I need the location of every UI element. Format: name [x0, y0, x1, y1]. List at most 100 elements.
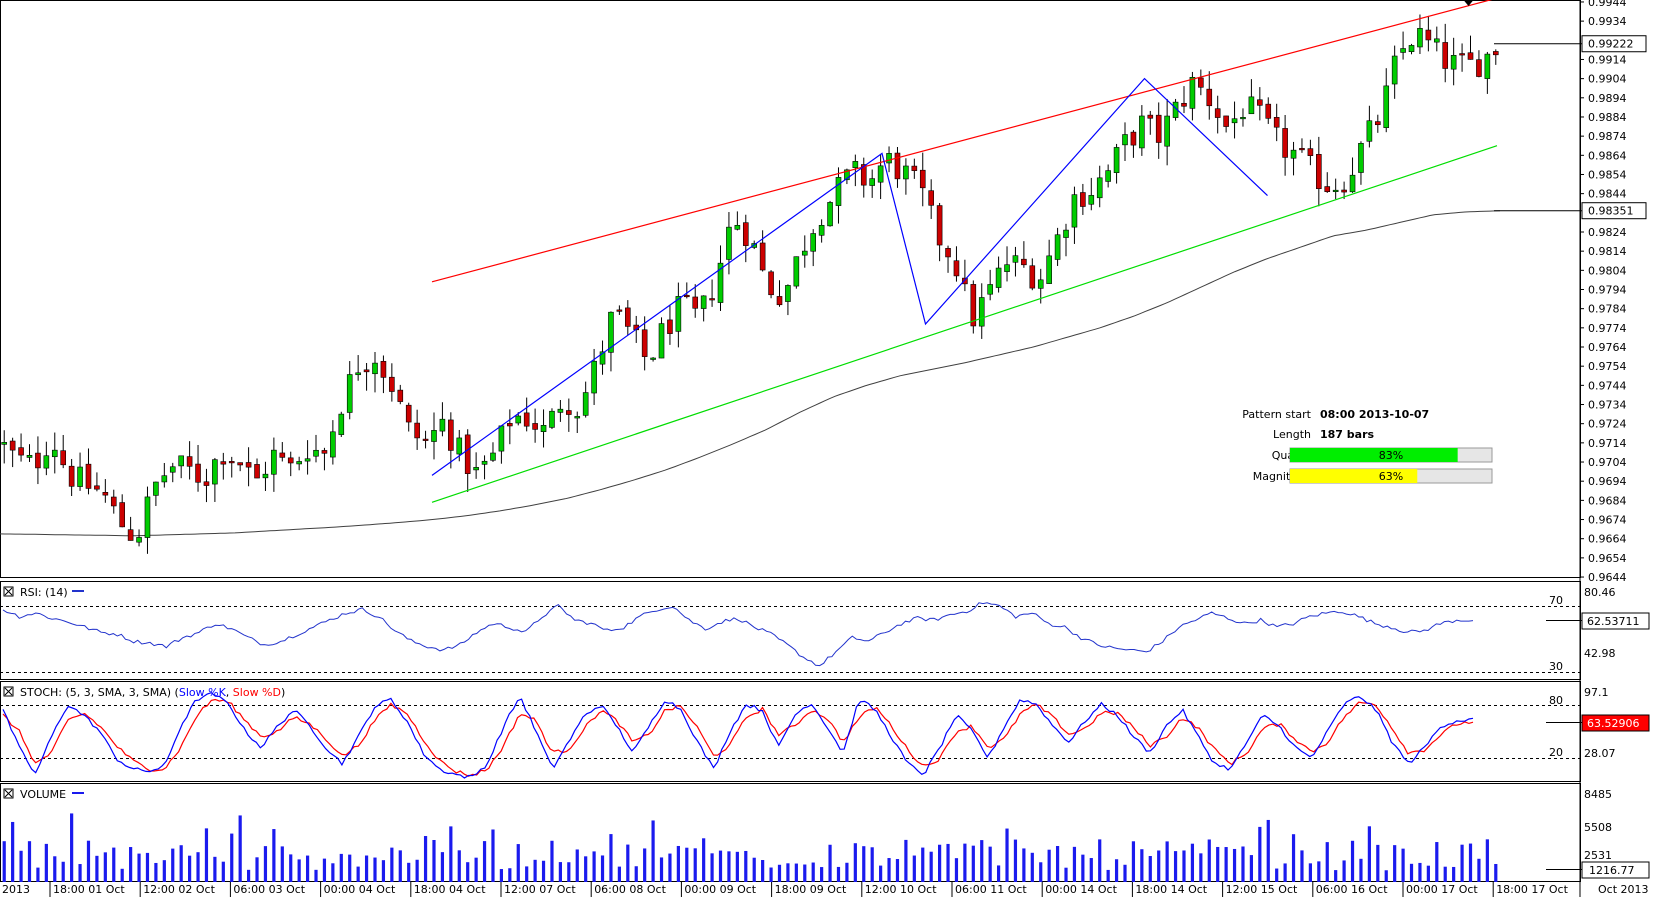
volume-bar: [600, 855, 605, 882]
candle-down: [228, 461, 235, 464]
volume-bar: [1148, 856, 1152, 882]
candle-up: [43, 455, 50, 469]
candle-up: [700, 295, 707, 309]
price-tick-label: 0.9654: [1588, 552, 1627, 565]
candle-down: [363, 369, 370, 373]
price-tick-label: 0.9724: [1588, 418, 1627, 431]
candle-up: [1332, 189, 1339, 192]
candle-down: [237, 462, 243, 466]
volume-bar: [761, 860, 765, 882]
candle-down: [523, 412, 530, 427]
volume-bars: [2, 813, 1498, 882]
candle-up: [144, 496, 151, 538]
volume-bar: [1426, 865, 1430, 882]
time-tick-label: 2013: [2, 883, 30, 896]
price-tick-label: 0.9934: [1588, 15, 1627, 28]
time-tick-label: 06:00 08 Oct: [594, 883, 666, 896]
stoch-d-label: Slow %D: [233, 686, 281, 699]
candle-down: [928, 190, 934, 206]
candle-up: [877, 165, 884, 183]
volume-bar: [263, 846, 268, 882]
rsi-tick-low: 42.98: [1584, 647, 1616, 660]
candle-down: [1181, 102, 1187, 107]
price-tick-label: 0.9764: [1588, 341, 1627, 354]
volume-bar: [794, 863, 798, 882]
candle-down: [119, 502, 125, 528]
candle-up: [439, 418, 446, 432]
rsi-title: RSI: (14): [20, 586, 68, 599]
price-tick-label: 0.9794: [1588, 284, 1627, 297]
ma-price-value: 0.98351: [1588, 205, 1634, 218]
volume-bar: [440, 852, 445, 882]
candle-up: [726, 226, 732, 260]
volume-bar: [1207, 839, 1211, 882]
volume-bar: [188, 855, 192, 882]
candle-down: [742, 222, 749, 246]
candle-up: [77, 466, 83, 487]
candle-up: [330, 431, 336, 458]
rsi-tick-high: 80.46: [1584, 586, 1616, 599]
volume-bar: [1477, 858, 1481, 882]
candle-down: [1492, 51, 1499, 56]
candle-up: [161, 475, 168, 483]
candle-down: [464, 434, 471, 474]
time-tick-label: 18:00 04 Oct: [414, 883, 486, 896]
volume-bar: [331, 863, 335, 882]
volume-bar: [592, 851, 596, 882]
candle-up: [658, 323, 665, 359]
length-label: Length: [1273, 428, 1311, 441]
volume-bar: [364, 855, 369, 882]
volume-bar: [971, 845, 975, 882]
candle-up: [515, 415, 522, 424]
candle-down: [321, 450, 328, 454]
volume-bar: [1266, 819, 1270, 882]
volume-bar: [1123, 864, 1127, 882]
rsi-close-icon[interactable]: [4, 587, 13, 596]
stoch-tick-low: 28.07: [1584, 747, 1616, 760]
candle-down: [970, 284, 977, 327]
volume-bar: [1072, 846, 1077, 882]
price-axis: 0.9944 0.9934 0.9914 0.9904 0.9894 0.9884 0.98…: [1580, 0, 1627, 584]
volume-bar: [727, 851, 731, 882]
candle-up: [785, 285, 791, 302]
stoch-close-icon[interactable]: [4, 687, 13, 696]
volume-bar: [1460, 844, 1464, 882]
candle-up: [1417, 28, 1423, 48]
volume-tick-low: 2531: [1584, 849, 1612, 862]
volume-bar: [11, 821, 15, 882]
volume-bar: [1039, 862, 1043, 882]
volume-tick-high: 8485: [1584, 788, 1612, 801]
time-tick-label: 06:00 03 Oct: [233, 883, 305, 896]
volume-title: VOLUME: [20, 788, 66, 801]
volume-bar: [651, 820, 655, 882]
candle-down: [397, 389, 404, 402]
candle-down: [405, 404, 412, 423]
time-tick-label: 12:00 10 Oct: [865, 883, 937, 896]
volume-bar: [980, 840, 984, 882]
candle-down: [380, 361, 387, 378]
candle-up: [296, 461, 302, 465]
candle-up: [1071, 194, 1078, 228]
price-tick-label: 0.9774: [1588, 322, 1627, 335]
price-tick-label: 0.9674: [1588, 514, 1627, 527]
candle-down: [1476, 59, 1482, 77]
volume-bar: [718, 850, 723, 882]
candle-up: [1383, 85, 1390, 128]
volume-close-icon[interactable]: [4, 789, 13, 798]
candle-down: [692, 296, 699, 309]
price-tick-label: 0.9874: [1588, 130, 1627, 143]
current-price-value: 0.99222: [1588, 38, 1634, 51]
candle-down: [683, 294, 690, 298]
volume-bar: [356, 866, 360, 882]
volume-bar: [129, 847, 133, 882]
candle-up: [1046, 255, 1052, 284]
price-tick-label: 0.9814: [1588, 245, 1627, 258]
volume-bar: [348, 854, 352, 882]
volume-bar: [685, 847, 689, 882]
candle-up: [793, 256, 800, 287]
volume-bar: [617, 866, 621, 882]
candle-down: [667, 319, 673, 334]
candle-down: [919, 169, 926, 189]
volume-bar: [238, 815, 242, 882]
volume-bar: [803, 864, 807, 882]
